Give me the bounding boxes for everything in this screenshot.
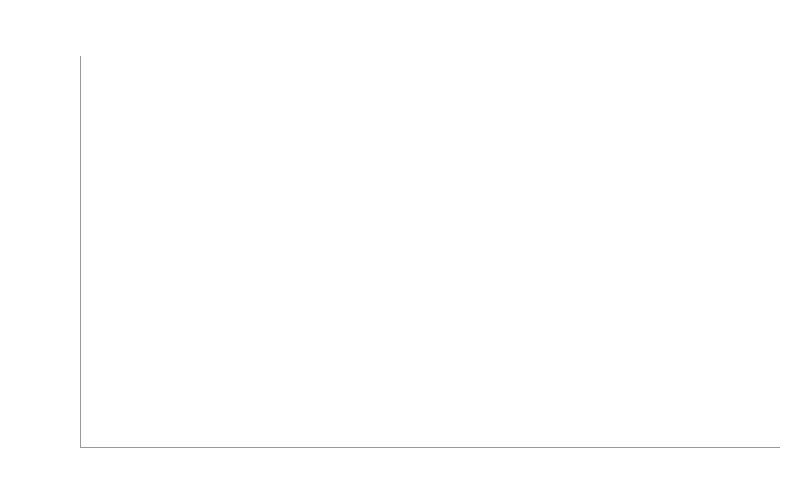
nutrient-chart xyxy=(0,0,800,500)
plot-area xyxy=(80,56,780,448)
